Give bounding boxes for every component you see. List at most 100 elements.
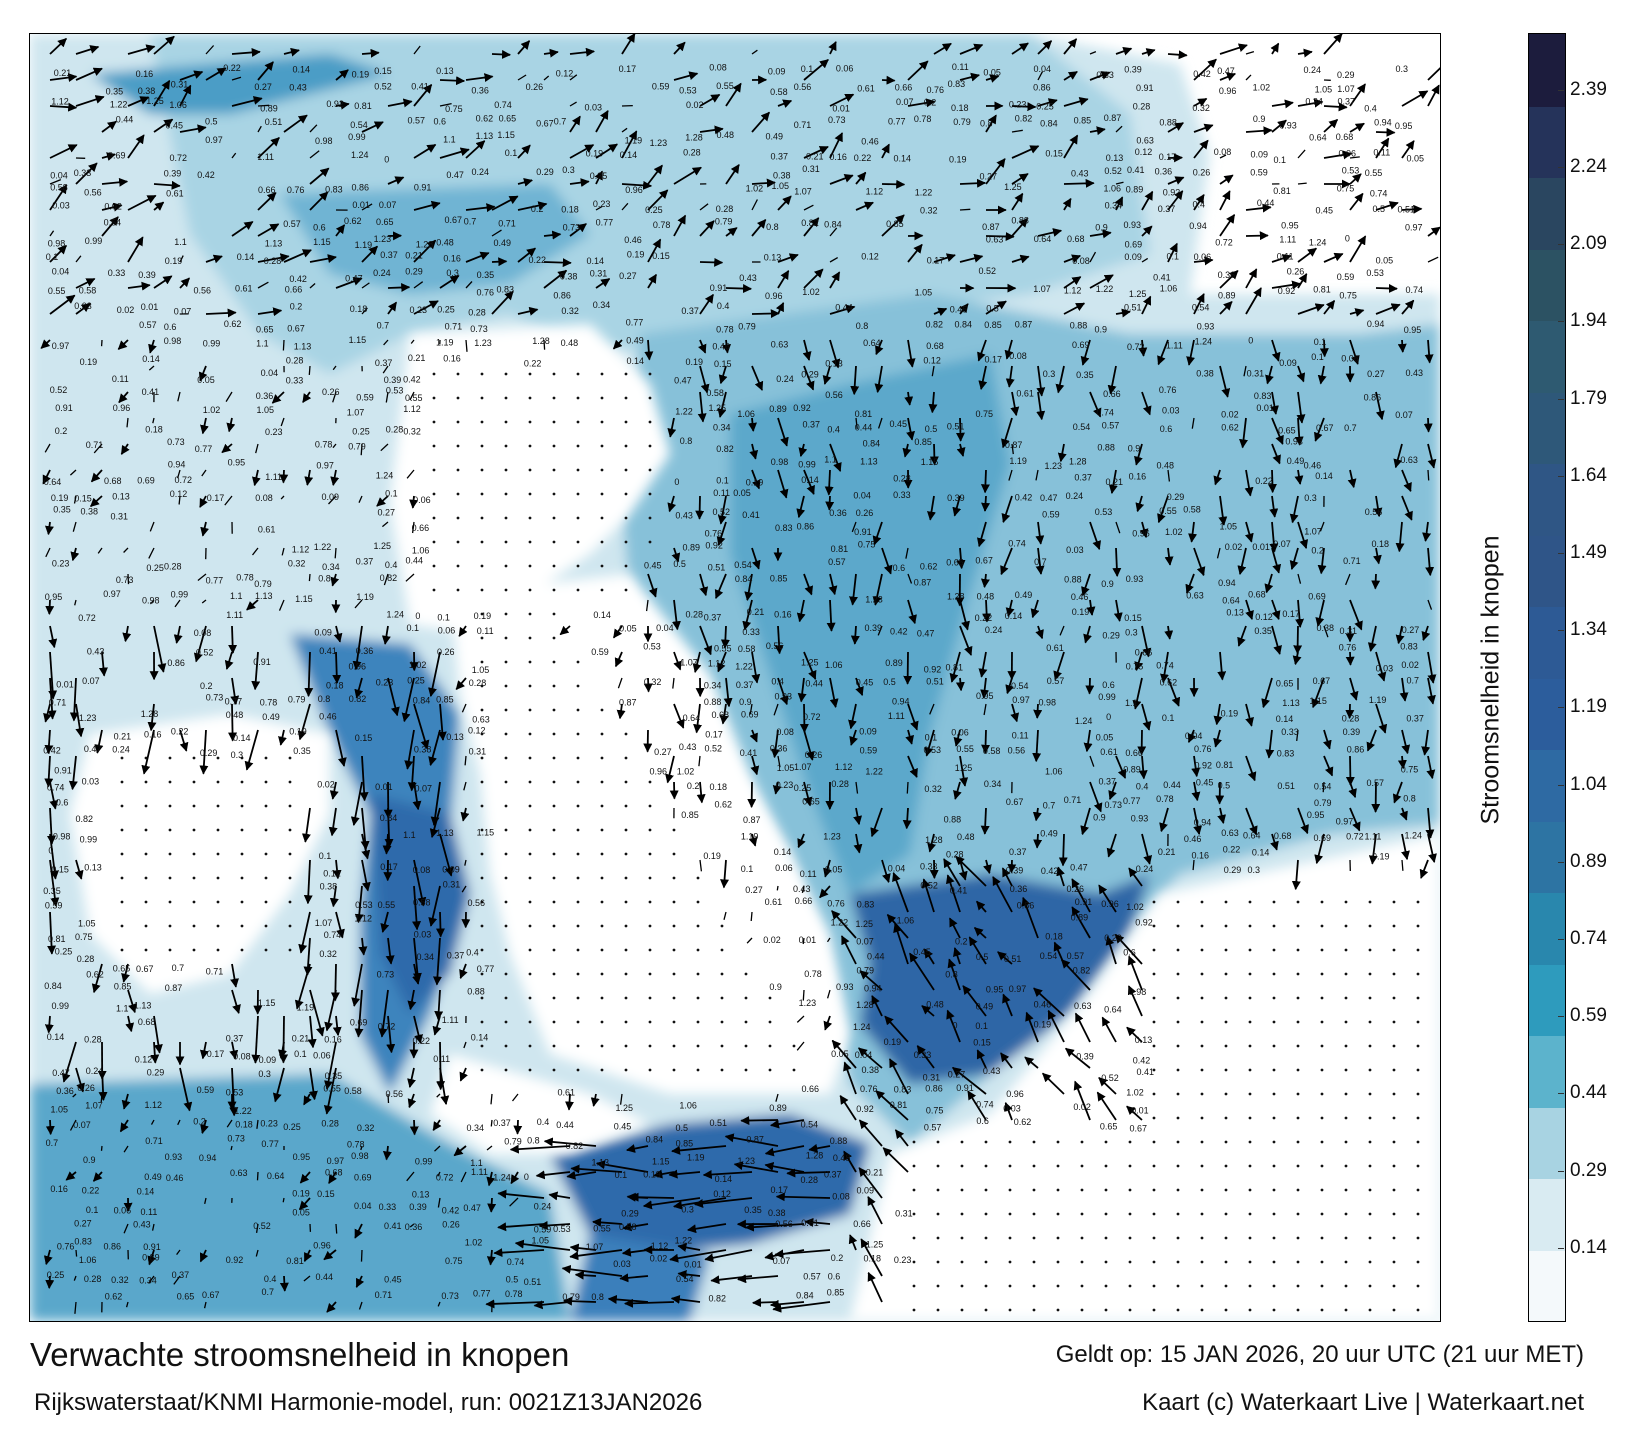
current-arrow <box>437 703 447 741</box>
speed-label: 1.12 <box>145 1100 163 1110</box>
speed-label: 0.54 <box>734 560 752 570</box>
current-arrow <box>1073 1080 1091 1121</box>
current-arrow <box>772 781 782 795</box>
speed-label: 1.07 <box>1033 284 1051 294</box>
grid-dot <box>1200 1212 1204 1216</box>
speed-label: 0.02 <box>117 305 135 315</box>
speed-label: 0.52 <box>705 744 723 754</box>
current-arrow <box>101 120 117 133</box>
current-arrow <box>44 729 54 755</box>
current-arrow <box>872 573 883 606</box>
speed-label: 0.73 <box>470 324 488 334</box>
grid-dot <box>624 516 628 520</box>
speed-label: 0.24 <box>472 167 490 177</box>
current-arrow <box>123 1145 129 1153</box>
speed-label: 1.05 <box>532 1235 550 1245</box>
speed-label: 0.26 <box>437 647 455 657</box>
speed-label: 0.96 <box>1101 899 1119 909</box>
current-arrow <box>1141 391 1152 416</box>
current-arrow <box>668 1169 701 1179</box>
speed-label: 0.62 <box>105 1292 123 1302</box>
current-arrow <box>725 227 738 237</box>
speed-label: 0.81 <box>354 101 372 111</box>
speed-label: 1.05 <box>257 405 275 415</box>
current-arrow <box>361 833 371 860</box>
speed-label: 0.12 <box>556 69 574 79</box>
speed-label: 0.7 <box>172 963 185 973</box>
speed-label: 0.18 <box>561 204 579 214</box>
speed-label: 0.35 <box>325 1071 343 1081</box>
current-arrow <box>199 1041 209 1060</box>
current-arrow <box>1297 521 1309 549</box>
current-arrow <box>224 651 234 670</box>
grid-dot <box>1416 1044 1420 1048</box>
speed-label: 0.46 <box>624 235 642 245</box>
speed-label: 0.37 <box>375 358 393 368</box>
grid-dot <box>960 1260 964 1264</box>
speed-label: 0.3 <box>446 268 459 278</box>
speed-label: 0.79 <box>504 1136 522 1146</box>
speed-label: 1.19 <box>625 135 643 145</box>
grid-dot <box>168 804 172 808</box>
grid-dot <box>504 1044 508 1048</box>
current-arrow <box>699 573 709 597</box>
current-arrow <box>509 1197 519 1207</box>
speed-label: 0.58 <box>344 1086 362 1096</box>
speed-label: 0.4 <box>717 301 730 311</box>
current-arrow <box>1080 339 1091 366</box>
speed-label: 1.25 <box>1004 182 1022 192</box>
grid-dot <box>648 996 652 1000</box>
current-arrow <box>44 443 51 453</box>
grid-dot <box>1272 924 1276 928</box>
current-arrow <box>405 573 415 582</box>
current-arrow <box>176 1249 181 1255</box>
grid-dot <box>1344 1236 1348 1240</box>
speed-label: 0.04 <box>853 491 871 501</box>
speed-label: 1.22 <box>675 406 693 416</box>
speed-label: 0.55 <box>405 393 423 403</box>
speed-label: 0.05 <box>733 488 751 498</box>
grid-dot <box>696 1020 700 1024</box>
speed-label: 0.66 <box>895 83 913 93</box>
speed-label: 0.75 <box>1401 765 1419 775</box>
speed-label: 0.76 <box>1159 385 1177 395</box>
current-arrow <box>255 1249 259 1257</box>
current-arrow <box>543 230 562 240</box>
grid-dot <box>576 996 580 1000</box>
speed-label: 0.85 <box>681 810 699 820</box>
speed-label: 1.19 <box>356 592 374 602</box>
grid-dot <box>432 588 436 592</box>
speed-label: 0.31 <box>171 80 189 90</box>
speed-label: 1.23 <box>79 713 97 723</box>
grid-dot <box>1416 924 1420 928</box>
grid-dot <box>600 588 604 592</box>
speed-label: 0.63 <box>1400 455 1418 465</box>
current-arrow <box>251 469 261 487</box>
current-arrow <box>752 1298 779 1308</box>
current-arrow <box>1089 251 1097 263</box>
grid-dot <box>216 828 220 832</box>
colorbar-tick-label: 1.64 <box>1570 464 1607 486</box>
current-arrow <box>1167 190 1184 211</box>
current-arrow <box>828 573 838 596</box>
speed-label: 0.74 <box>1156 661 1174 671</box>
current-arrow <box>1401 495 1413 521</box>
current-arrow <box>1126 1105 1143 1121</box>
speed-label: 0.62 <box>1160 677 1178 687</box>
speed-label: 0.2 <box>924 97 937 107</box>
grid-dot <box>576 468 580 472</box>
speed-label: 0.31 <box>469 746 487 756</box>
current-arrow <box>381 625 391 645</box>
current-arrow <box>1375 703 1388 734</box>
grid-dot <box>624 372 628 376</box>
speed-label: 0.04 <box>656 623 674 633</box>
speed-label: 0.91 <box>1136 83 1154 93</box>
speed-label: 0.1 <box>1167 251 1180 261</box>
grid-dot <box>1176 996 1180 1000</box>
current-arrow <box>412 885 422 931</box>
grid-dot <box>672 924 676 928</box>
speed-label: 0.78 <box>804 969 822 979</box>
current-arrow <box>774 625 784 655</box>
speed-label: 0.57 <box>1067 951 1085 961</box>
speed-label: 1.23 <box>650 138 668 148</box>
